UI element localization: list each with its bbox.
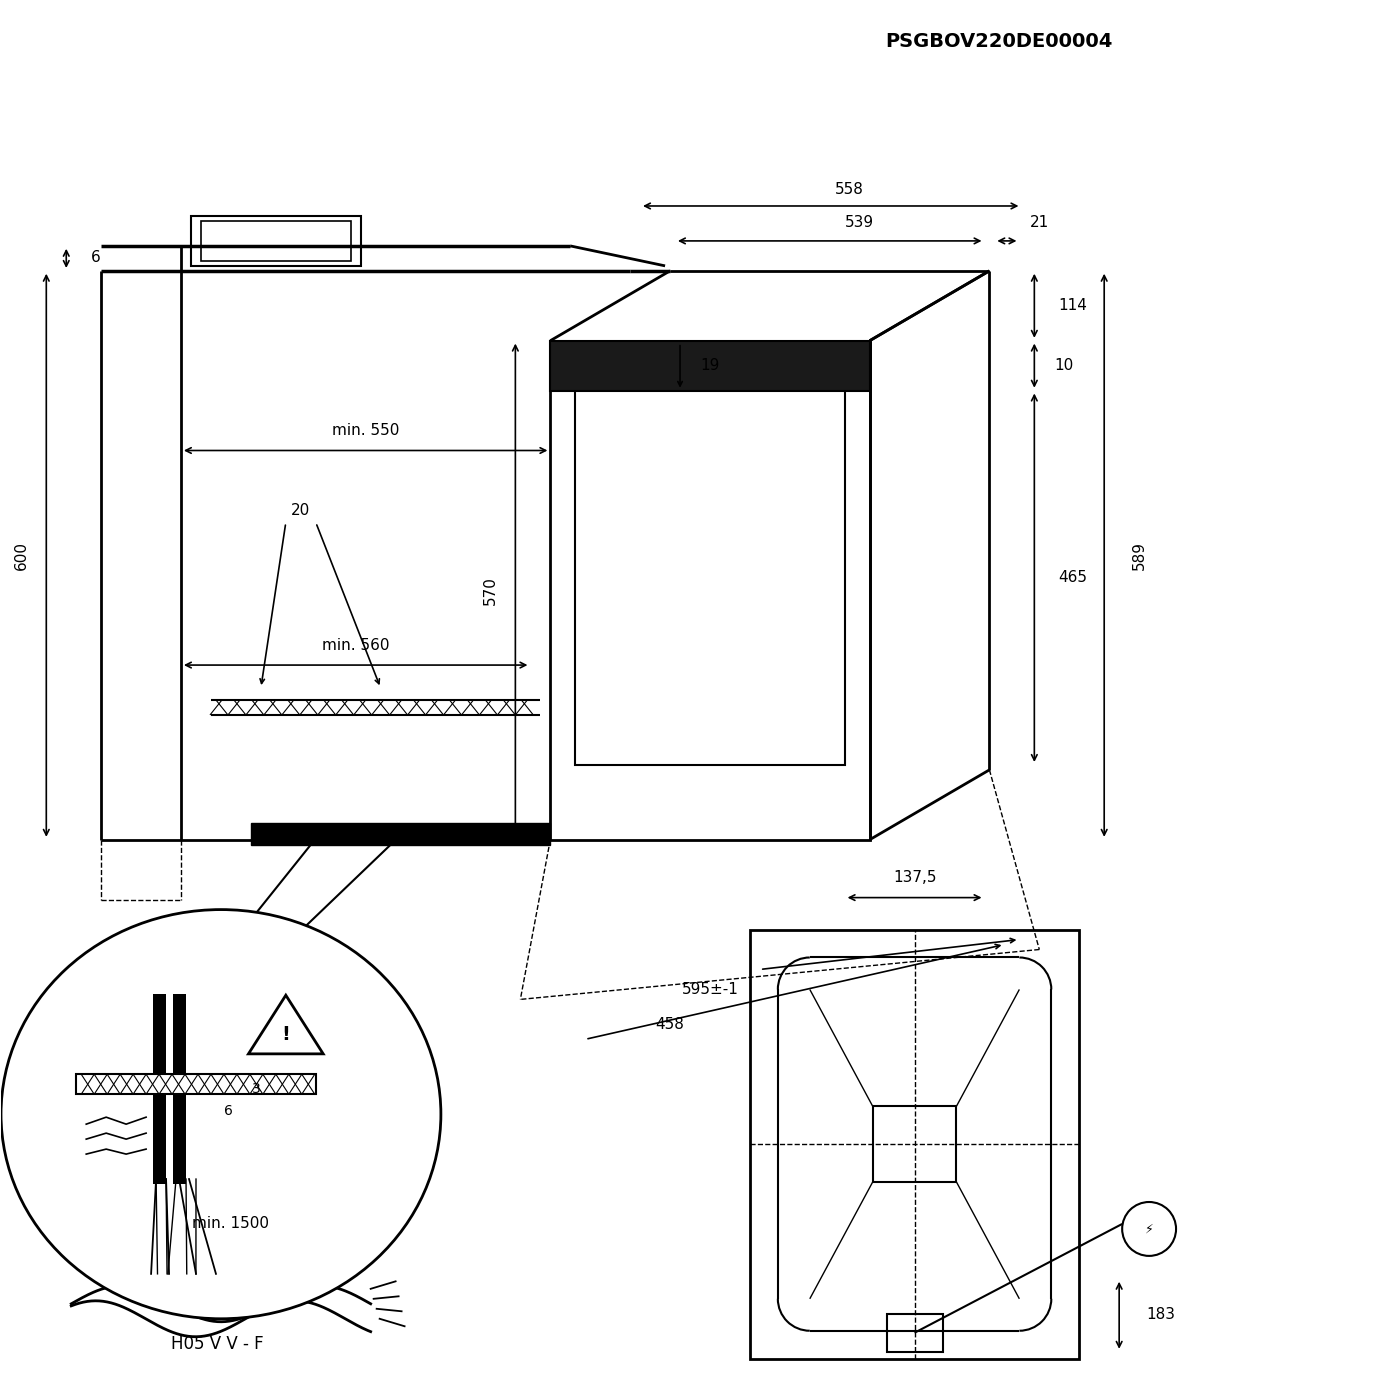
Text: min. 1500: min. 1500 — [192, 1217, 269, 1232]
Bar — [550, 340, 869, 840]
Text: 589: 589 — [1131, 540, 1147, 570]
Circle shape — [1123, 1203, 1176, 1256]
Bar — [202, 221, 350, 260]
Text: 465: 465 — [1058, 570, 1086, 585]
Text: 114: 114 — [1058, 298, 1086, 314]
Text: 539: 539 — [846, 216, 874, 231]
Text: 6: 6 — [91, 251, 101, 266]
Text: 10: 10 — [1054, 358, 1074, 374]
Text: 3: 3 — [252, 1082, 260, 1096]
Bar — [153, 994, 167, 1184]
Text: 570: 570 — [483, 575, 498, 605]
Text: min. 550: min. 550 — [332, 423, 399, 438]
Text: 183: 183 — [1147, 1308, 1176, 1322]
Text: 458: 458 — [655, 1016, 685, 1032]
Bar — [750, 930, 1079, 1358]
Ellipse shape — [1, 910, 441, 1319]
Text: 600: 600 — [14, 540, 29, 570]
Bar — [76, 1074, 316, 1095]
Bar — [886, 1313, 942, 1352]
Bar — [550, 340, 869, 391]
Text: ⚡: ⚡ — [1145, 1222, 1154, 1235]
Text: 19: 19 — [700, 358, 720, 374]
Text: 20: 20 — [291, 503, 311, 518]
Bar — [575, 375, 844, 764]
Text: 6: 6 — [224, 1105, 234, 1119]
Bar — [251, 823, 550, 844]
Text: PSGBOV220DE00004: PSGBOV220DE00004 — [886, 32, 1113, 50]
Text: 21: 21 — [1030, 216, 1049, 231]
Bar — [174, 994, 186, 1184]
Text: H05 V V - F: H05 V V - F — [171, 1334, 263, 1352]
Text: min. 560: min. 560 — [322, 637, 389, 652]
Text: 137,5: 137,5 — [893, 871, 937, 885]
Text: !: ! — [281, 1025, 290, 1044]
Bar — [190, 216, 361, 266]
Text: 595±-1: 595±-1 — [682, 981, 738, 997]
Bar — [872, 1106, 956, 1182]
Text: 558: 558 — [836, 182, 864, 196]
